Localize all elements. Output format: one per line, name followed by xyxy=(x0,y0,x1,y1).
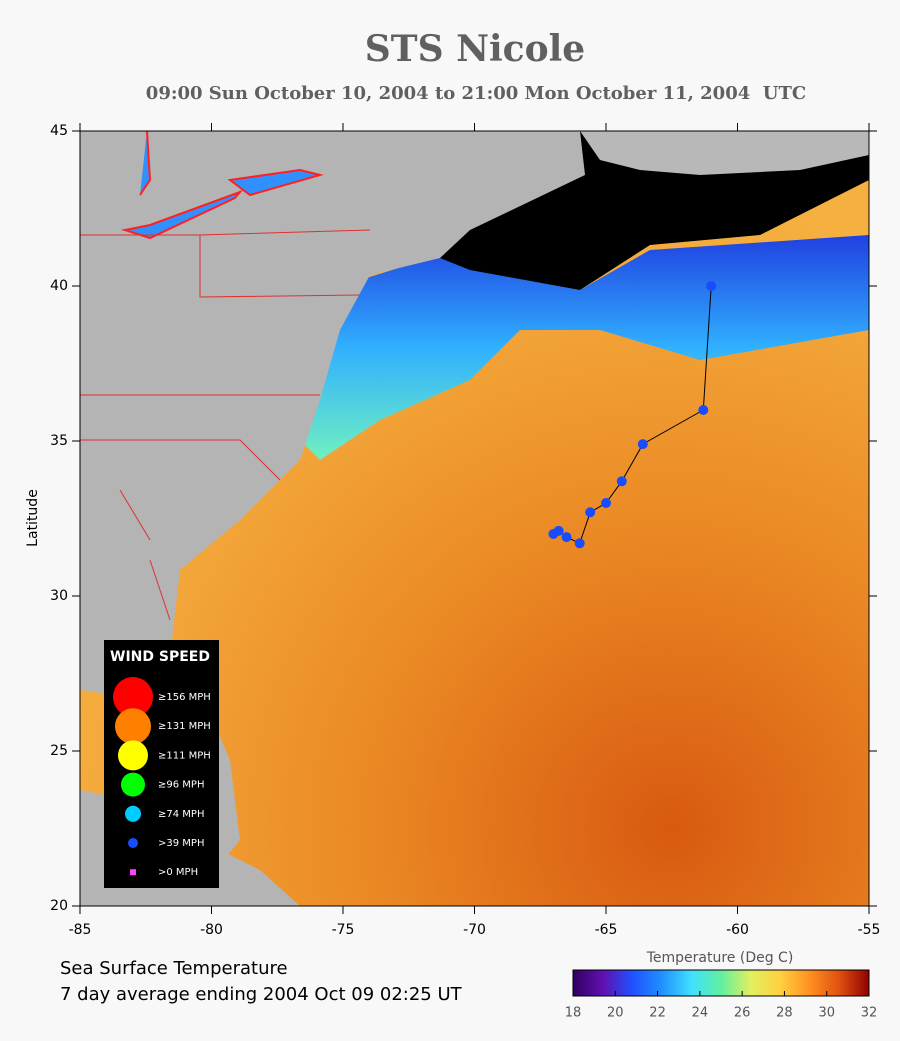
track-point xyxy=(553,525,564,536)
x-tick-label: -65 xyxy=(595,922,618,938)
y-axis-label: Latitude xyxy=(25,489,41,547)
legend-swatch xyxy=(113,677,153,717)
legend-label: >39 MPH xyxy=(158,838,204,849)
y-tick-label: 30 xyxy=(50,588,68,604)
track-point xyxy=(601,498,611,508)
land xyxy=(580,131,869,175)
legend-swatch xyxy=(130,869,136,876)
legend-swatch xyxy=(125,805,141,822)
borders xyxy=(80,229,371,621)
x-tick-label: -85 xyxy=(69,922,92,938)
y-tick-label: 20 xyxy=(50,898,68,914)
subtitle: 09:00 Sun October 10, 2004 to 21:00 Mon … xyxy=(146,83,806,104)
colorbar-tick-label: 24 xyxy=(692,1006,709,1021)
track-point xyxy=(616,476,627,487)
legend-label: ≥156 MPH xyxy=(158,692,211,703)
colorbar-tick-label: 26 xyxy=(734,1006,751,1021)
legend-swatch xyxy=(115,708,151,745)
x-tick-label: -70 xyxy=(463,922,486,938)
track-point xyxy=(585,507,596,518)
legend-label: ≥74 MPH xyxy=(158,809,204,820)
colorbar xyxy=(572,969,870,997)
x-tick-label: -80 xyxy=(200,922,223,938)
track-point xyxy=(561,532,572,543)
y-tick-label: 45 xyxy=(50,123,68,139)
y-tick-label: 40 xyxy=(50,278,68,294)
title: STS Nicole xyxy=(365,28,585,70)
great-lakes xyxy=(121,131,324,240)
footer-line: 7 day average ending 2004 Oct 09 02:25 U… xyxy=(60,984,463,1005)
legend-label: >0 MPH xyxy=(158,867,198,878)
legend-label: ≥96 MPH xyxy=(158,780,204,791)
track-point xyxy=(706,281,717,291)
colorbar-tick-label: 20 xyxy=(607,1006,624,1021)
legend-swatch xyxy=(121,772,145,797)
x-tick-label: -75 xyxy=(332,922,355,938)
track-line xyxy=(553,285,712,544)
land xyxy=(80,131,585,862)
colorbar-tick-label: 22 xyxy=(649,1006,666,1021)
colorbar-tick-label: 28 xyxy=(776,1006,793,1021)
y-tick-label: 35 xyxy=(50,433,68,449)
track-point xyxy=(698,405,709,415)
track-point xyxy=(574,538,585,549)
y-tick-label: 25 xyxy=(50,743,68,759)
legend-label: ≥131 MPH xyxy=(158,721,211,732)
footer-line: Sea Surface Temperature xyxy=(60,958,288,979)
cold-water xyxy=(300,235,869,460)
colorbar-tick-label: 30 xyxy=(818,1006,835,1021)
x-tick-label: -60 xyxy=(726,922,749,938)
legend-swatch xyxy=(118,740,148,771)
legend-swatch xyxy=(128,838,138,848)
colorbar-label: Temperature (Deg C) xyxy=(646,950,794,966)
x-tick-label: -55 xyxy=(858,922,881,938)
colorbar-tick-label: 32 xyxy=(861,1006,878,1021)
legend-label: ≥111 MPH xyxy=(158,750,211,761)
colorbar-tick-label: 18 xyxy=(565,1006,582,1021)
track-point xyxy=(637,439,648,450)
legend-title: WIND SPEED xyxy=(110,649,210,665)
